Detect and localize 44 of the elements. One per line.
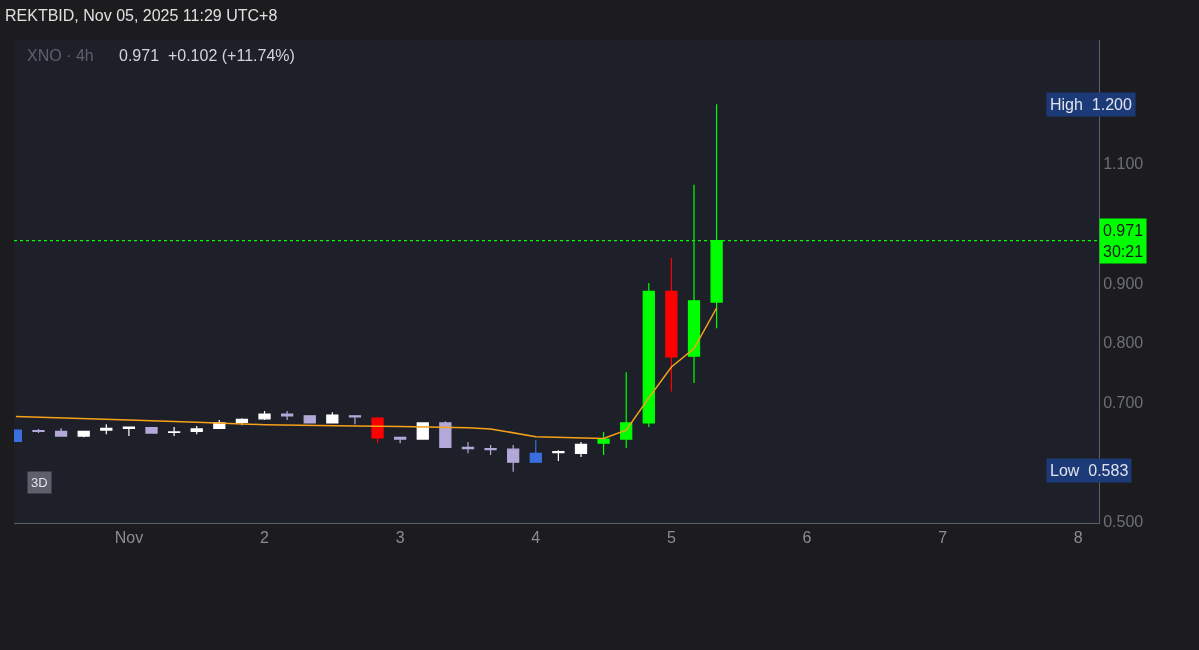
candlestick: [122, 426, 136, 437]
candlestick: [597, 431, 610, 456]
y-tick-label: 0.900: [1103, 274, 1144, 292]
x-tick-label: 3: [395, 529, 405, 547]
x-tick-label: 4: [531, 529, 541, 547]
y-tick-label: 0.700: [1103, 393, 1144, 411]
x-tick-label: 5: [666, 529, 676, 547]
candlestick: [303, 414, 316, 424]
x-tick-label: 8: [1073, 529, 1083, 547]
candlestick: [258, 410, 271, 421]
candlestick: [371, 416, 384, 444]
candlestick: [439, 420, 452, 448]
x-tick-label: 7: [938, 529, 948, 547]
y-tick-label: 1.100: [1103, 155, 1144, 173]
candlestick: [642, 282, 655, 428]
candlestick: [100, 423, 113, 435]
candlestick: [574, 441, 588, 458]
candlestick: [507, 444, 520, 473]
candlestick: [32, 428, 45, 434]
x-tick-label: Nov: [114, 529, 144, 547]
candlestick: [281, 410, 294, 421]
candlestick: [529, 439, 542, 463]
y-tick-label: 0.800: [1103, 334, 1144, 352]
y-tick-label: 0.500: [1103, 512, 1144, 530]
candlestick: [77, 430, 90, 438]
annotation: Low 0.583: [1050, 462, 1129, 479]
candlestick: [167, 426, 181, 437]
candlestick: [54, 427, 68, 437]
candlestick: [326, 411, 339, 424]
ref-line-label: 0.971 30:21: [1103, 222, 1144, 260]
candlestick: [145, 426, 158, 435]
chart-title: XNO · 4h: [27, 47, 94, 64]
candlestick: [665, 257, 678, 392]
text: REKTBID, Nov 05, 2025 11:29 UTC+8: [5, 7, 278, 24]
annotation: 3D: [31, 475, 48, 490]
line-series: [15, 307, 718, 440]
annotation: High 1.200: [1050, 96, 1132, 113]
candlestick: [348, 415, 362, 425]
chart-subtitle: 0.971 +0.102 (+11.74%): [119, 47, 295, 64]
candlestick: [461, 441, 475, 454]
candlestick: [620, 371, 633, 449]
x-tick-label: 2: [260, 529, 270, 547]
x-tick-label: 6: [802, 529, 812, 547]
candlestick: [190, 425, 203, 435]
